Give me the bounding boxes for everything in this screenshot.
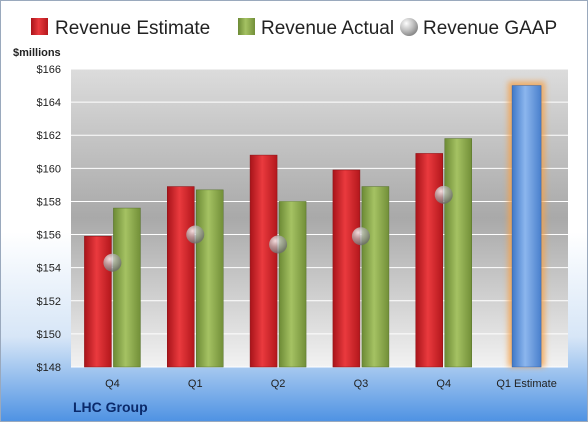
legend-label-actual: Revenue Actual	[261, 18, 394, 39]
y-axis-ticks: $148 $150 $152 $154 $156 $158 $160 $162 $164 $166	[37, 64, 61, 374]
bar-revenue-estimate[interactable]	[415, 153, 443, 368]
x-category-label: Q3	[354, 378, 369, 390]
y-tick-label: $158	[37, 196, 61, 208]
legend: Revenue Estimate Revenue Actual Revenue …	[31, 18, 557, 39]
x-category-label: Q1 Estimate	[496, 378, 557, 390]
bar-revenue-actual[interactable]	[444, 138, 472, 368]
y-tick-label: $154	[37, 263, 61, 275]
y-tick-label: $164	[37, 97, 61, 109]
legend-swatch-estimate	[31, 18, 48, 35]
x-axis-categories: Q4 Q1 Q2 Q3 Q4 Q1 Estimate	[105, 378, 557, 390]
bar-revenue-actual[interactable]	[361, 186, 390, 368]
x-category-label: Q2	[271, 378, 286, 390]
marker-revenue-gaap[interactable]	[434, 185, 453, 204]
y-axis-label: $millions	[13, 47, 61, 59]
y-tick-label: $162	[37, 130, 61, 142]
y-tick-label: $152	[37, 296, 61, 308]
legend-swatch-actual	[238, 18, 255, 35]
y-tick-label: $166	[37, 64, 61, 76]
y-tick-label: $156	[37, 230, 61, 242]
marker-revenue-gaap[interactable]	[351, 227, 370, 246]
x-category-label: Q4	[105, 378, 120, 390]
marker-revenue-gaap[interactable]	[269, 235, 288, 254]
legend-item-gaap[interactable]: Revenue GAAP	[400, 18, 557, 39]
bar-q1-estimate[interactable]	[511, 85, 542, 368]
y-tick-label: $148	[37, 362, 61, 374]
bar-revenue-estimate[interactable]	[249, 154, 278, 368]
gridlines	[71, 68, 568, 368]
y-tick-label: $160	[37, 163, 61, 175]
bar-revenue-actual[interactable]	[113, 207, 141, 368]
gaap-markers	[103, 185, 453, 272]
x-category-label: Q4	[436, 378, 451, 390]
legend-item-estimate[interactable]: Revenue Estimate	[31, 18, 210, 39]
legend-label-estimate: Revenue Estimate	[55, 18, 210, 39]
marker-revenue-gaap[interactable]	[103, 253, 122, 272]
bar-revenue-actual[interactable]	[196, 189, 224, 368]
bar-revenue-actual[interactable]	[278, 201, 307, 368]
x-category-label: Q1	[188, 378, 203, 390]
legend-label-gaap: Revenue GAAP	[423, 18, 557, 39]
legend-item-actual[interactable]: Revenue Actual	[238, 18, 394, 39]
company-name: LHC Group	[73, 399, 148, 415]
bar-revenue-estimate[interactable]	[332, 169, 361, 368]
legend-swatch-gaap	[400, 18, 418, 36]
bar-revenue-estimate[interactable]	[167, 186, 195, 368]
plot-area	[71, 69, 568, 367]
y-tick-label: $150	[37, 329, 61, 341]
marker-revenue-gaap[interactable]	[186, 225, 205, 244]
